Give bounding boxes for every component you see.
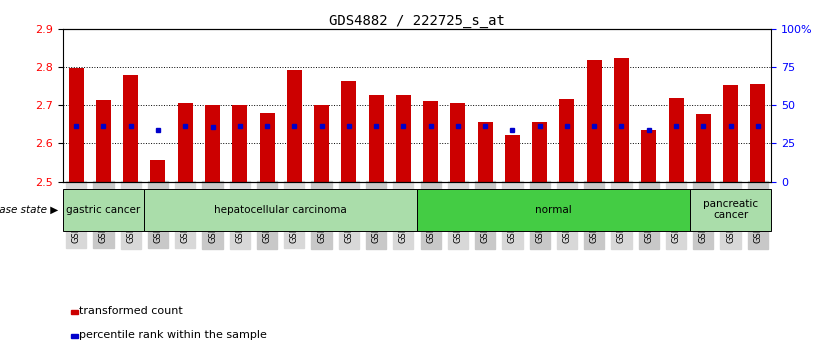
Text: transformed count: transformed count <box>79 306 183 316</box>
Text: disease state ▶: disease state ▶ <box>0 205 58 215</box>
Bar <box>96 100 111 182</box>
Bar <box>450 103 465 182</box>
Bar <box>417 189 690 231</box>
Bar <box>341 81 356 182</box>
Title: GDS4882 / 222725_s_at: GDS4882 / 222725_s_at <box>329 14 505 28</box>
Bar <box>505 135 520 182</box>
Bar <box>63 189 144 231</box>
Bar <box>123 75 138 182</box>
Text: gastric cancer: gastric cancer <box>67 205 141 215</box>
Bar <box>478 122 493 182</box>
Bar <box>314 105 329 182</box>
Bar <box>641 130 656 182</box>
Bar <box>150 160 165 182</box>
Text: hepatocellular carcinoma: hepatocellular carcinoma <box>214 205 347 215</box>
Bar <box>723 85 738 182</box>
Text: pancreatic
cancer: pancreatic cancer <box>703 199 758 220</box>
Bar <box>396 95 411 182</box>
Bar <box>68 68 83 182</box>
Bar <box>587 60 601 182</box>
Bar <box>205 105 220 182</box>
Bar <box>560 99 575 182</box>
Bar <box>233 105 247 182</box>
Bar <box>369 95 384 182</box>
Text: percentile rank within the sample: percentile rank within the sample <box>79 330 267 340</box>
Bar <box>690 189 771 231</box>
Bar <box>287 70 302 182</box>
Text: normal: normal <box>535 205 571 215</box>
Bar <box>144 189 417 231</box>
Bar <box>751 84 766 182</box>
Bar <box>532 122 547 182</box>
Bar <box>178 103 193 182</box>
Bar <box>614 58 629 182</box>
Bar <box>423 101 438 182</box>
Bar <box>669 98 684 182</box>
Bar <box>696 114 711 182</box>
Bar <box>259 113 274 182</box>
